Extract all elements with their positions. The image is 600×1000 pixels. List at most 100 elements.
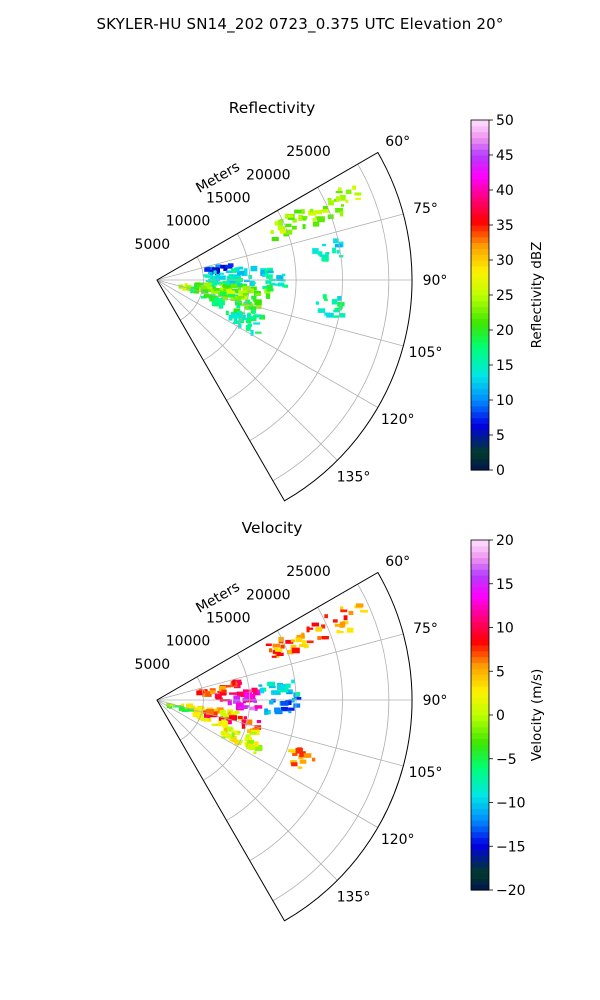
echo-gate [226,275,234,279]
echo-gate [242,291,250,294]
echo-gate [266,274,273,279]
colorbar-segment [471,586,489,594]
colorbar-tick-label: −20 [496,883,526,899]
echo-gate [219,685,226,692]
echo-gate [339,631,344,634]
echo-gate [244,694,252,700]
angle-tick-label: 60° [385,554,410,570]
echo-gate [317,216,325,223]
echo-gate [203,710,207,714]
echo-gate [254,705,263,709]
colorbar-tick-label: 5 [496,664,505,680]
echo-gate [247,729,251,733]
echo-gate [207,707,213,711]
echo-gate [336,250,340,254]
colorbar-segment [471,254,489,261]
echo-gate [227,699,232,706]
colorbar-segment [471,685,489,693]
colorbar-segment [471,417,489,424]
echo-gate [244,306,251,310]
echo-gate [295,637,303,643]
echo-gate [339,625,345,628]
echo-gate [337,296,342,301]
echo-gate [219,272,224,275]
echo-gate [288,711,292,714]
echo-gate [298,755,304,760]
echo-gate [346,627,354,633]
echo-gate [354,192,362,196]
echo-gate [281,273,286,277]
echo-gate [334,243,343,248]
echo-gate [293,703,301,708]
echo-gate [295,692,301,697]
azimuth-spoke [156,699,404,767]
echo-gate [229,715,237,721]
echo-gate [221,719,226,722]
echo-gate [324,614,328,619]
echo-gate [301,632,305,639]
echo-gate [244,737,252,742]
echo-gate [216,274,220,280]
colorbar-segment [471,680,489,687]
echo-gate [275,648,283,652]
echo-gate [332,247,336,254]
colorbar-segment [471,207,489,214]
colorbar-segment [471,551,489,559]
echo-gate [343,615,348,621]
echo-gate [235,267,240,272]
colorbar-tick-label: −10 [496,796,526,812]
echo-gate [332,315,339,318]
echo-gate [334,623,342,627]
echo-gate [229,281,236,285]
echo-gate [333,238,339,244]
colorbar-segment [471,802,489,809]
echo-gate [219,692,227,696]
echo-gate [224,282,231,286]
echo-gate [214,298,219,304]
echo-gate [235,320,240,323]
echo-gate [253,700,258,703]
colorbar-segment [471,242,489,249]
radial-tick-label: 25000 [286,564,331,580]
figure-title: SKYLER-HU SN14_202 0723_0.375 UTC Elevat… [96,15,504,33]
echo-gate [237,704,245,709]
colorbar-segment [471,388,489,395]
colorbar-segment [471,639,489,646]
echo-gate [290,639,296,643]
colorbar-segment [471,720,489,728]
echo-gate [221,689,227,696]
echo-gate [321,209,329,213]
echo-gate [315,301,320,305]
colorbar-segment [471,820,489,827]
azimuth-spoke [156,279,338,461]
colorbar-segment [471,190,489,197]
colorbar-segment [471,709,489,716]
colorbar-tick-label: −15 [496,839,526,855]
echo-gate [255,690,262,693]
echo-gate [267,681,275,687]
echo-gate [302,216,308,220]
colorbar-segment [471,120,489,127]
range-ring [272,583,390,902]
echo-gate [219,709,226,714]
colorbar-segment [471,365,489,372]
colorbar-segment [471,831,489,839]
colorbar-segment [471,335,489,343]
echo-gate [248,744,255,751]
angle-tick-label: 75° [413,201,438,217]
echo-gate [285,683,291,688]
echo-gate [213,288,222,291]
echo-gate [233,317,238,322]
echo-gate [339,313,346,318]
echo-gate [327,198,332,201]
echo-gate [312,217,316,222]
echo-gate [260,270,265,274]
echo-gate [276,652,284,656]
colorbar-segment [471,248,489,255]
echo-gate [231,711,237,717]
echo-gate [220,730,226,736]
echo-gate [312,757,316,762]
echo-gate [225,265,230,268]
echo-gate [324,298,328,301]
echo-gate [230,283,238,289]
